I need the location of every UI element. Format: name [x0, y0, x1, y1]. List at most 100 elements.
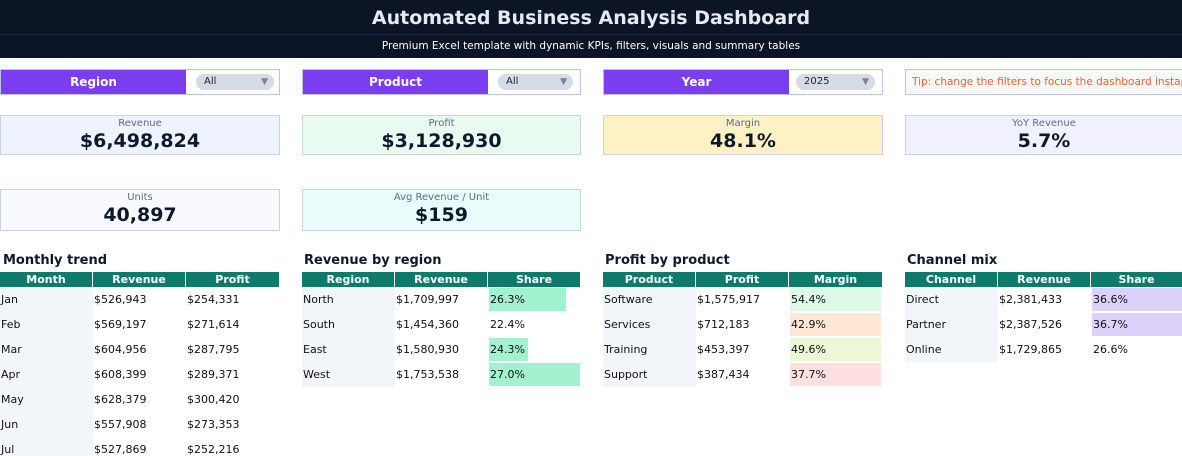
filter-product-select[interactable]: All ▼ — [498, 74, 573, 90]
table-cell-value: $289,371 — [187, 368, 240, 381]
table-cell-label: Online — [905, 337, 998, 362]
margin-cell: 54.4% — [790, 288, 881, 311]
table-header-profit: Profit — [696, 272, 789, 287]
table-header-month: Month — [0, 272, 93, 287]
dashboard-title: Automated Business Analysis Dashboard — [371, 7, 811, 29]
table-cell-label: Jun — [0, 412, 93, 437]
table-cell-value: $387,434 — [697, 368, 750, 381]
dashboard-banner: Automated Business Analysis Dashboard Pr… — [0, 0, 1182, 58]
table-cell-value: $1,575,917 — [697, 293, 760, 306]
table-cell-value: $608,399 — [94, 368, 147, 381]
table-cell-label: Training — [603, 337, 696, 362]
dashboard-subtitle: Premium Excel template with dynamic KPIs… — [381, 40, 801, 52]
table-cell-label: North — [302, 287, 395, 312]
table-header-profit: Profit — [186, 272, 280, 287]
filter-year-select[interactable]: 2025 ▼ — [796, 74, 875, 90]
table-cell-value: $1,454,360 — [396, 318, 459, 331]
table-cell-label: Jan — [0, 287, 93, 312]
table-header-revenue: Revenue — [998, 272, 1091, 287]
table-cell-value: $1,709,997 — [396, 293, 459, 306]
table-cell-label: Feb — [0, 312, 93, 337]
filter-product-value: All — [506, 76, 519, 87]
table-cell-value: $254,331 — [187, 293, 240, 306]
tip-text: Tip: change the filters to focus the das… — [905, 69, 1182, 95]
table-cell-value: $2,381,433 — [999, 293, 1062, 306]
kpi-avg-revenue-unit: Avg Revenue / Unit $159 — [302, 189, 581, 231]
filter-region-label: Region — [1, 70, 186, 94]
table-cell-value: $300,420 — [187, 393, 240, 406]
table-cell-label: East — [302, 337, 395, 362]
kpi-profit-value: $3,128,930 — [381, 130, 502, 152]
table-cell-value: $557,908 — [94, 418, 147, 431]
table-cell-label: May — [0, 387, 93, 412]
table-header-share: Share — [488, 272, 581, 287]
kpi-profit: Profit $3,128,930 — [302, 115, 581, 155]
share-bar: 26.3% — [489, 288, 566, 311]
table-cell-label: Services — [603, 312, 696, 337]
table-cell-label: Direct — [905, 287, 998, 312]
filter-year: Year 2025 ▼ — [603, 69, 883, 95]
table-cell-label: Jul — [0, 437, 93, 456]
table-cell-value: $569,197 — [94, 318, 147, 331]
table-cell-label: Partner — [905, 312, 998, 337]
table-cell-label: South — [302, 312, 395, 337]
table-header-revenue: Revenue — [93, 272, 186, 287]
kpi-avg-label: Avg Revenue / Unit — [393, 192, 490, 203]
kpi-units-label: Units — [127, 192, 153, 203]
table-cell-label: Software — [603, 287, 696, 312]
table-header-product: Product — [603, 272, 696, 287]
table-cell-value: $2,387,526 — [999, 318, 1062, 331]
kpi-margin-value: 48.1% — [710, 130, 776, 152]
share-bar: 27.0% — [489, 363, 580, 386]
table-cell-value: $604,956 — [94, 343, 147, 356]
filter-year-value: 2025 — [804, 76, 830, 87]
table-header-revenue: Revenue — [395, 272, 488, 287]
kpi-units-value: 40,897 — [103, 204, 177, 226]
share-bar: 24.3% — [489, 338, 528, 361]
margin-cell: 42.9% — [790, 313, 881, 336]
kpi-revenue-value: $6,498,824 — [79, 130, 201, 152]
section-title-monthly: Monthly trend — [3, 253, 108, 268]
table-cell-label: West — [302, 362, 395, 387]
table-header-share: Share — [1091, 272, 1182, 287]
table-header-margin: Margin — [789, 272, 883, 287]
margin-cell: 49.6% — [790, 338, 881, 361]
filter-region-select[interactable]: All ▼ — [196, 74, 274, 90]
table-cell-value: $453,397 — [697, 343, 750, 356]
share-bar: 26.6% — [1093, 343, 1128, 356]
kpi-margin: Margin 48.1% — [603, 115, 883, 155]
filter-region: Region All ▼ — [0, 69, 280, 95]
share-bar: 22.4% — [490, 318, 525, 331]
table-cell-value: $287,795 — [187, 343, 240, 356]
kpi-units: Units 40,897 — [0, 189, 280, 231]
chevron-down-icon: ▼ — [560, 77, 567, 87]
filter-product: Product All ▼ — [302, 69, 581, 95]
share-bar: 36.7% — [1092, 313, 1182, 336]
table-cell-value: $527,869 — [94, 443, 147, 456]
filter-region-value: All — [204, 76, 217, 87]
section-title-channel: Channel mix — [907, 253, 998, 268]
kpi-yoy-value: 5.7% — [1017, 130, 1071, 152]
filter-product-label: Product — [303, 70, 488, 94]
table-cell-value: $273,353 — [187, 418, 240, 431]
table-cell-label: Support — [603, 362, 696, 387]
table-cell-value: $1,753,538 — [396, 368, 459, 381]
margin-cell: 37.7% — [790, 363, 881, 386]
table-header-region: Region — [302, 272, 395, 287]
table-header-channel: Channel — [905, 272, 998, 287]
table-cell-value: $252,216 — [187, 443, 240, 456]
table-cell-label: Apr — [0, 362, 93, 387]
table-cell-value: $712,183 — [697, 318, 750, 331]
kpi-avg-value: $159 — [415, 204, 468, 226]
kpi-revenue: Revenue $6,498,824 — [0, 115, 280, 155]
chevron-down-icon: ▼ — [862, 77, 869, 87]
table-cell-value: $1,729,865 — [999, 343, 1062, 356]
table-cell-label: Mar — [0, 337, 93, 362]
banner-divider — [0, 34, 1182, 35]
table-cell-value: $526,943 — [94, 293, 147, 306]
kpi-yoy-label: YoY Revenue — [1012, 118, 1076, 129]
filter-year-label: Year — [604, 70, 789, 94]
kpi-yoy-revenue: YoY Revenue 5.7% — [905, 115, 1182, 155]
table-cell-value: $271,614 — [187, 318, 240, 331]
table-cell-value: $628,379 — [94, 393, 147, 406]
